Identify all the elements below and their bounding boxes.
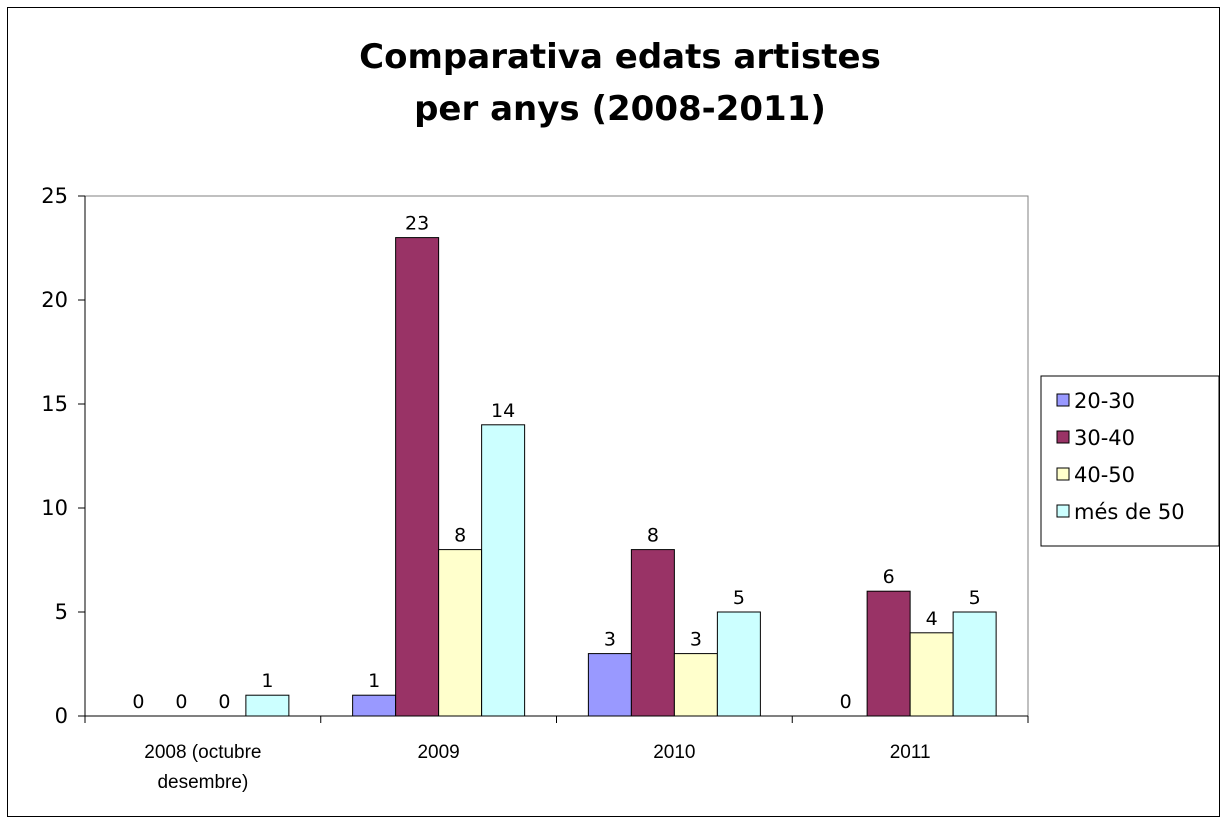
bar [438, 549, 483, 717]
legend-swatch [1056, 393, 1070, 407]
legend: 20-30 30-40 40-50 més de 50 [1040, 375, 1220, 547]
y-tick-label: 5 [55, 600, 68, 624]
data-label: 0 [175, 691, 187, 713]
y-tick-label: 15 [41, 392, 68, 416]
chart-title-line-1: Comparativa edats artistes [359, 37, 881, 77]
data-label: 4 [926, 608, 938, 630]
data-label: 0 [218, 691, 230, 713]
plot-area: 0 5 10 15 20 25 0 0 0 1 2008 (octubre desembre) 1 23 8… [41, 184, 1029, 793]
legend-swatch [1056, 504, 1070, 518]
legend-box [1040, 375, 1220, 547]
bar [352, 694, 397, 717]
bar [716, 611, 761, 717]
bar [481, 424, 526, 717]
x-tick-label: desembre) [157, 772, 248, 793]
bar [245, 694, 290, 717]
x-tick-label: 2008 (octubre [144, 742, 261, 763]
data-label: 3 [604, 629, 616, 651]
bar [587, 653, 632, 717]
bar [673, 653, 718, 717]
data-label: 5 [733, 587, 745, 609]
chart-title-line-2: per anys (2008-2011) [414, 89, 826, 129]
legend-label: 30-40 [1074, 426, 1135, 450]
y-tick-label: 20 [41, 288, 68, 312]
legend-label: 40-50 [1074, 463, 1135, 487]
legend-swatch [1056, 430, 1070, 444]
data-label: 0 [132, 691, 144, 713]
data-label: 1 [368, 670, 380, 692]
x-tick-label: 2009 [417, 742, 459, 763]
y-tick-label: 10 [41, 496, 68, 520]
legend-swatch [1056, 467, 1070, 481]
data-label: 1 [261, 670, 273, 692]
data-label: 5 [969, 587, 981, 609]
data-label: 6 [883, 566, 895, 588]
x-tick-label: 2010 [653, 742, 695, 763]
data-label: 8 [454, 525, 466, 547]
data-label: 14 [491, 400, 515, 422]
y-tick-label: 25 [41, 184, 68, 208]
bar [630, 549, 675, 717]
data-label: 3 [690, 629, 702, 651]
data-label: 23 [405, 213, 429, 235]
bar [395, 237, 440, 717]
x-tick-label: 2011 [890, 742, 931, 763]
bar [909, 632, 954, 717]
data-label: 8 [647, 525, 659, 547]
y-tick-label: 0 [55, 704, 68, 728]
legend-label: més de 50 [1074, 500, 1185, 524]
bar [866, 590, 911, 717]
bar [952, 611, 997, 717]
legend-label: 20-30 [1074, 389, 1135, 413]
data-label: 0 [840, 691, 852, 713]
